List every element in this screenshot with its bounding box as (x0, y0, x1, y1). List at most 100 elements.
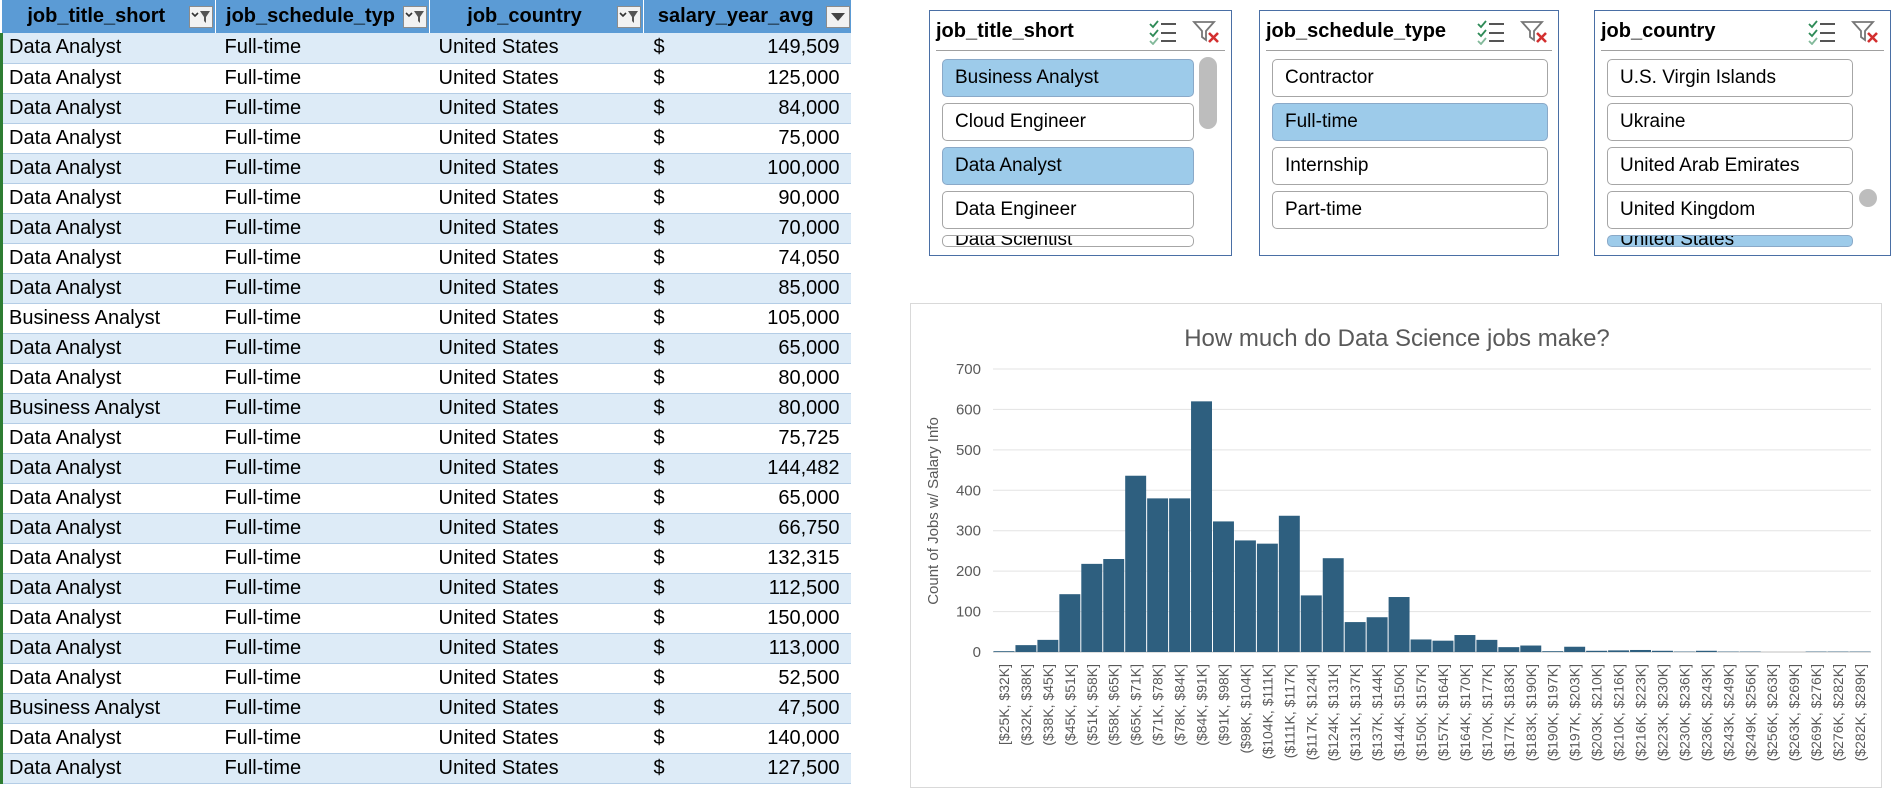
header-job-country[interactable]: job_country (429, 0, 644, 33)
table-row[interactable]: Data Analyst Full-time United States $66,75… (0, 513, 851, 544)
cell-job-schedule[interactable]: Full-time (215, 213, 430, 244)
slicer-item[interactable]: U.S. Virgin Islands (1607, 59, 1853, 97)
cell-job-country[interactable]: United States (429, 93, 644, 124)
cell-job-title[interactable]: Data Analyst (0, 753, 216, 784)
cell-salary[interactable]: $113,000 (643, 633, 851, 664)
table-row[interactable]: Data Analyst Full-time United States $132,3… (0, 543, 851, 574)
cell-job-schedule[interactable]: Full-time (215, 123, 430, 154)
cell-salary[interactable]: $125,000 (643, 63, 851, 94)
table-row[interactable]: Data Analyst Full-time United States $65,00… (0, 333, 851, 364)
cell-job-country[interactable]: United States (429, 333, 644, 364)
cell-job-country[interactable]: United States (429, 603, 644, 634)
cell-salary[interactable]: $75,000 (643, 123, 851, 154)
cell-job-title[interactable]: Data Analyst (0, 153, 216, 184)
cell-job-schedule[interactable]: Full-time (215, 753, 430, 784)
cell-job-title[interactable]: Business Analyst (0, 303, 216, 334)
cell-job-country[interactable]: United States (429, 273, 644, 304)
table-row[interactable]: Data Analyst Full-time United States $75,00… (0, 123, 851, 154)
cell-job-schedule[interactable]: Full-time (215, 603, 430, 634)
cell-job-schedule[interactable]: Full-time (215, 63, 430, 94)
cell-job-country[interactable]: United States (429, 573, 644, 604)
cell-job-country[interactable]: United States (429, 633, 644, 664)
header-job-title[interactable]: job_title_short (1, 0, 216, 33)
cell-job-schedule[interactable]: Full-time (215, 543, 430, 574)
multi-select-icon[interactable] (1148, 19, 1178, 46)
cell-job-country[interactable]: United States (429, 483, 644, 514)
cell-job-title[interactable]: Data Analyst (0, 183, 216, 214)
filter-active-icon[interactable] (189, 6, 213, 28)
slicer-item[interactable]: Ukraine (1607, 103, 1853, 141)
cell-job-title[interactable]: Data Analyst (0, 513, 216, 544)
table-row[interactable]: Data Analyst Full-time United States $70,00… (0, 213, 851, 244)
multi-select-icon[interactable] (1476, 19, 1506, 46)
cell-salary[interactable]: $47,500 (643, 693, 851, 724)
table-row[interactable]: Data Analyst Full-time United States $140,0… (0, 723, 851, 754)
cell-job-country[interactable]: United States (429, 153, 644, 184)
cell-job-schedule[interactable]: Full-time (215, 513, 430, 544)
cell-job-country[interactable]: United States (429, 303, 644, 334)
clear-filter-icon[interactable] (1850, 19, 1881, 45)
cell-job-title[interactable]: Business Analyst (0, 693, 216, 724)
table-row[interactable]: Data Analyst Full-time United States $75,72… (0, 423, 851, 454)
slicer-item[interactable]: Internship (1272, 147, 1548, 185)
scrollbar-thumb[interactable] (1859, 189, 1877, 207)
cell-job-title[interactable]: Data Analyst (0, 633, 216, 664)
clear-filter-icon[interactable] (1191, 19, 1222, 45)
cell-salary[interactable]: $100,000 (643, 153, 851, 184)
table-row[interactable]: Data Analyst Full-time United States $100,0… (0, 153, 851, 184)
cell-job-schedule[interactable]: Full-time (215, 663, 430, 694)
cell-job-title[interactable]: Data Analyst (0, 603, 216, 634)
filter-active-icon[interactable] (403, 6, 427, 28)
cell-job-schedule[interactable]: Full-time (215, 633, 430, 664)
cell-job-title[interactable]: Data Analyst (0, 63, 216, 94)
filter-active-icon[interactable] (617, 6, 641, 28)
table-row[interactable]: Data Analyst Full-time United States $84,00… (0, 93, 851, 124)
cell-salary[interactable]: $127,500 (643, 753, 851, 784)
scrollbar-thumb[interactable] (1199, 57, 1217, 129)
slicer-item[interactable]: Business Analyst (942, 59, 1194, 97)
cell-salary[interactable]: $75,725 (643, 423, 851, 454)
table-row[interactable]: Data Analyst Full-time United States $150,0… (0, 603, 851, 634)
cell-job-country[interactable]: United States (429, 543, 644, 574)
cell-salary[interactable]: $52,500 (643, 663, 851, 694)
table-row[interactable]: Data Analyst Full-time United States $65,00… (0, 483, 851, 514)
cell-job-country[interactable]: United States (429, 123, 644, 154)
table-row[interactable]: Data Analyst Full-time United States $90,00… (0, 183, 851, 214)
cell-job-title[interactable]: Data Analyst (0, 123, 216, 154)
cell-job-country[interactable]: United States (429, 183, 644, 214)
cell-job-country[interactable]: United States (429, 363, 644, 394)
slicer-item[interactable]: United Arab Emirates (1607, 147, 1853, 185)
table-row[interactable]: Data Analyst Full-time United States $80,00… (0, 363, 851, 394)
header-job-schedule[interactable]: job_schedule_typ (215, 0, 430, 33)
cell-salary[interactable]: $80,000 (643, 393, 851, 424)
cell-job-title[interactable]: Business Analyst (0, 393, 216, 424)
cell-job-schedule[interactable]: Full-time (215, 303, 430, 334)
cell-job-title[interactable]: Data Analyst (0, 423, 216, 454)
cell-job-country[interactable]: United States (429, 453, 644, 484)
table-row[interactable]: Data Analyst Full-time United States $74,05… (0, 243, 851, 274)
header-salary[interactable]: salary_year_avg (643, 0, 851, 33)
slicer-item[interactable]: United Kingdom (1607, 191, 1853, 229)
cell-job-schedule[interactable]: Full-time (215, 693, 430, 724)
cell-job-schedule[interactable]: Full-time (215, 453, 430, 484)
cell-salary[interactable]: $112,500 (643, 573, 851, 604)
cell-salary[interactable]: $74,050 (643, 243, 851, 274)
cell-salary[interactable]: $66,750 (643, 513, 851, 544)
cell-job-schedule[interactable]: Full-time (215, 93, 430, 124)
cell-salary[interactable]: $144,482 (643, 453, 851, 484)
slicer-item[interactable]: Cloud Engineer (942, 103, 1194, 141)
cell-job-schedule[interactable]: Full-time (215, 363, 430, 394)
cell-salary[interactable]: $105,000 (643, 303, 851, 334)
cell-job-schedule[interactable]: Full-time (215, 393, 430, 424)
cell-salary[interactable]: $90,000 (643, 183, 851, 214)
cell-job-title[interactable]: Data Analyst (0, 723, 216, 754)
cell-salary[interactable]: $149,509 (643, 33, 851, 64)
table-row[interactable]: Data Analyst Full-time United States $112,5… (0, 573, 851, 604)
cell-job-schedule[interactable]: Full-time (215, 153, 430, 184)
slicer-item[interactable]: Data Scientist (942, 235, 1194, 247)
cell-job-title[interactable]: Data Analyst (0, 93, 216, 124)
cell-job-country[interactable]: United States (429, 33, 644, 64)
cell-job-title[interactable]: Data Analyst (0, 33, 216, 64)
cell-salary[interactable]: $84,000 (643, 93, 851, 124)
table-row[interactable]: Business Analyst Full-time United States $1… (0, 303, 851, 334)
